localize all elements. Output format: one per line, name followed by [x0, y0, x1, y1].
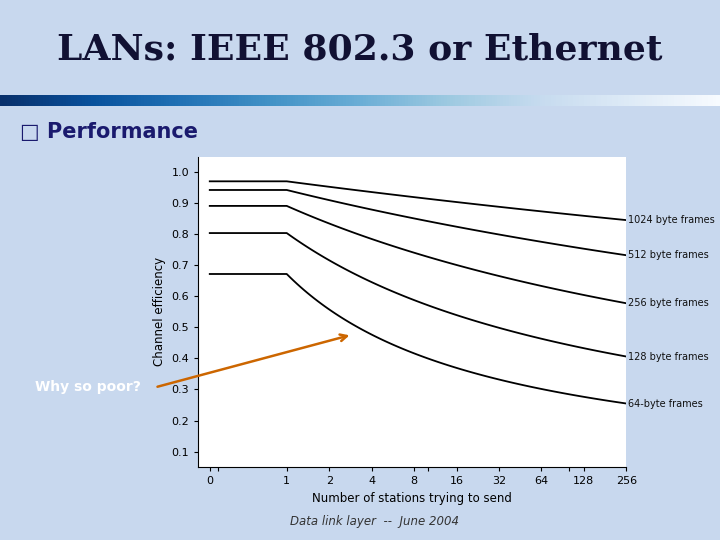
Y-axis label: Channel efficiency: Channel efficiency — [153, 257, 166, 367]
X-axis label: Number of stations trying to send: Number of stations trying to send — [312, 492, 512, 505]
FancyArrowPatch shape — [158, 335, 347, 387]
Text: 256 byte frames: 256 byte frames — [628, 298, 708, 308]
Text: Why so poor?: Why so poor? — [35, 381, 141, 394]
Text: □ Performance: □ Performance — [20, 122, 198, 143]
Text: 128 byte frames: 128 byte frames — [628, 352, 708, 362]
Text: 64-byte frames: 64-byte frames — [628, 399, 703, 409]
Text: LANs: IEEE 802.3 or Ethernet: LANs: IEEE 802.3 or Ethernet — [58, 32, 662, 66]
Text: Data link layer  --  June 2004: Data link layer -- June 2004 — [290, 515, 459, 528]
Text: 1024 byte frames: 1024 byte frames — [628, 215, 714, 225]
Text: 512 byte frames: 512 byte frames — [628, 250, 708, 260]
